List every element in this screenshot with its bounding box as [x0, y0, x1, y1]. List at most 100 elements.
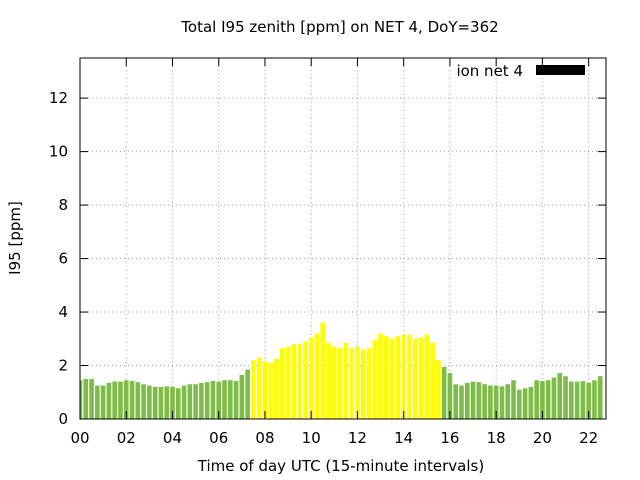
bar	[528, 386, 534, 419]
bar	[395, 336, 401, 419]
bar	[586, 382, 591, 419]
bar	[164, 386, 170, 419]
bar	[152, 386, 158, 419]
x-tick-label: 02	[117, 429, 136, 447]
y-tick-label: 8	[58, 196, 68, 214]
bar	[303, 341, 308, 419]
bar	[118, 381, 123, 419]
bar	[170, 386, 175, 419]
bars	[80, 322, 603, 419]
bar	[326, 342, 331, 419]
bar	[129, 381, 135, 419]
bar	[320, 322, 326, 419]
bar	[141, 384, 146, 419]
y-tick-label: 12	[49, 89, 68, 107]
bar	[516, 389, 522, 419]
x-tick-label: 00	[70, 429, 89, 447]
bar	[488, 385, 493, 419]
bar	[199, 382, 204, 419]
y-tick-label: 2	[58, 357, 68, 375]
bar	[505, 384, 511, 419]
bar	[424, 334, 430, 419]
y-tick-label: 0	[58, 410, 68, 428]
x-axis-label: Time of day UTC (15-minute intervals)	[197, 457, 484, 475]
bar	[251, 360, 256, 419]
bar	[123, 380, 129, 419]
x-tick-label: 12	[348, 429, 367, 447]
bar	[580, 381, 586, 419]
bar	[158, 386, 164, 419]
bar	[592, 380, 597, 419]
bar	[493, 385, 499, 419]
bar	[360, 349, 366, 419]
bar	[112, 381, 117, 419]
bar	[193, 384, 198, 419]
bar	[297, 344, 302, 419]
bar	[447, 373, 453, 419]
bar	[436, 360, 441, 419]
y-tick-label: 4	[58, 303, 68, 321]
bar	[106, 382, 112, 419]
bar	[597, 376, 603, 419]
bar	[233, 381, 239, 419]
bar	[343, 342, 349, 419]
bar	[285, 346, 291, 419]
y-tick-label: 10	[49, 143, 68, 161]
bar	[540, 381, 545, 419]
bar	[308, 337, 314, 419]
bar	[95, 385, 100, 419]
x-tick-label: 10	[302, 429, 321, 447]
x-tick-label: 16	[440, 429, 459, 447]
bar	[245, 369, 250, 419]
bar	[378, 333, 383, 419]
bar	[279, 348, 285, 419]
bar	[204, 382, 210, 419]
bar	[557, 373, 563, 419]
bar	[291, 344, 297, 419]
bar	[256, 357, 262, 419]
bar	[499, 386, 505, 419]
plot-frame	[79, 57, 607, 420]
bar	[83, 378, 89, 419]
bar	[274, 358, 279, 419]
bar	[430, 342, 435, 419]
bar	[412, 338, 418, 419]
bar	[389, 338, 395, 419]
bar	[100, 385, 106, 419]
bar	[453, 384, 459, 419]
bar	[366, 348, 372, 419]
bar	[441, 366, 447, 419]
bar	[210, 381, 216, 419]
bar	[222, 380, 227, 419]
bar	[349, 348, 354, 419]
x-tick-label: 08	[255, 429, 274, 447]
legend-swatch	[536, 65, 585, 75]
bar	[268, 362, 274, 419]
x-tick-label: 04	[163, 429, 182, 447]
chart-title: Total I95 zenith [ppm] on NET 4, DoY=362	[180, 18, 498, 36]
grid-lines	[80, 58, 606, 419]
bar	[522, 388, 528, 419]
bar	[459, 385, 464, 419]
bar	[187, 384, 193, 419]
bar	[401, 334, 407, 419]
y-axis-label: I95 [ppm]	[6, 201, 24, 275]
bar	[314, 333, 320, 419]
bar	[175, 388, 181, 419]
bar	[147, 385, 152, 419]
bar	[534, 380, 539, 419]
bar	[355, 346, 360, 419]
bar	[89, 378, 94, 419]
x-tick-label: 14	[394, 429, 413, 447]
bar	[135, 382, 141, 419]
bar	[372, 340, 378, 419]
bar	[545, 380, 551, 419]
bar	[511, 380, 516, 419]
bar	[181, 385, 187, 419]
legend-label: ion net 4	[456, 62, 523, 80]
bar	[227, 380, 233, 419]
bar	[332, 346, 337, 419]
bar	[239, 374, 245, 419]
bar	[262, 361, 268, 419]
